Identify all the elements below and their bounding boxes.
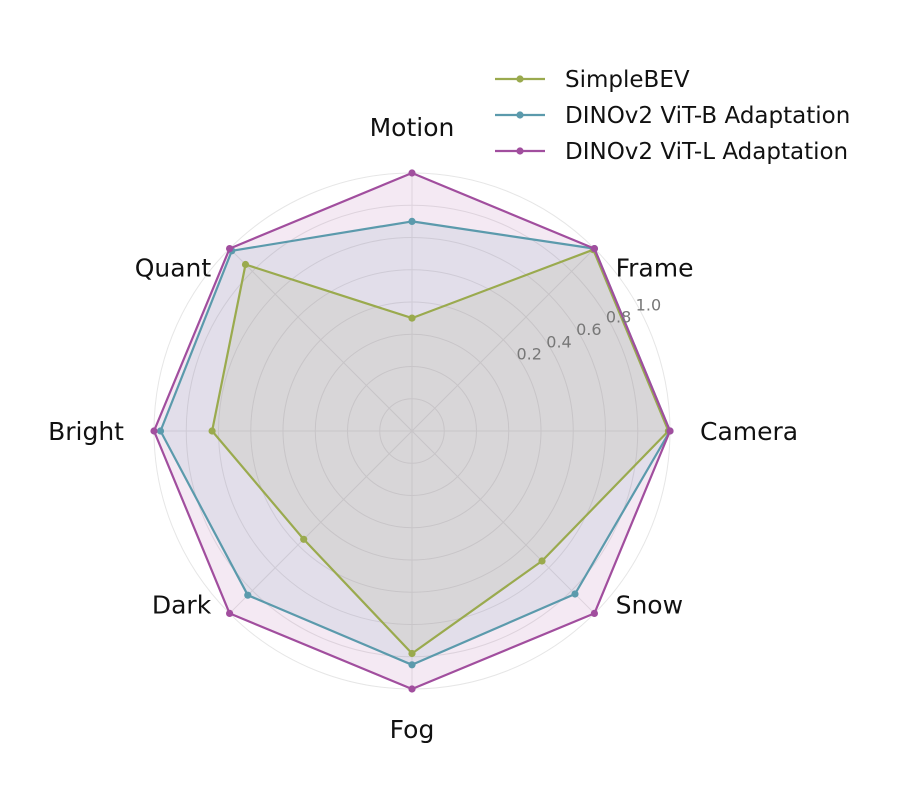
data-point-2-6 bbox=[408, 685, 416, 693]
data-point-2-7 bbox=[590, 609, 599, 618]
data-point-2-1 bbox=[590, 245, 599, 253]
legend-label-0: SimpleBEV bbox=[565, 67, 690, 93]
series-fill-0 bbox=[212, 249, 669, 654]
data-point-0-6 bbox=[408, 649, 416, 658]
data-point-0-3 bbox=[241, 260, 250, 269]
data-point-0-2 bbox=[408, 314, 416, 322]
grid-spoke bbox=[229, 248, 413, 432]
tick-label: 1.0 bbox=[636, 295, 661, 314]
axis-label-frame: Frame bbox=[616, 254, 694, 283]
data-point-1-7 bbox=[571, 590, 579, 598]
grid-spoke bbox=[411, 248, 595, 432]
radial-tick-labels: 0.2 0.4 0.6 0.8 1.0 bbox=[516, 295, 661, 363]
data-point-1-4 bbox=[156, 427, 165, 435]
axis-label-snow: Snow bbox=[616, 590, 683, 619]
legend: SimpleBEV DINOv2 ViT-B Adaptation DINOv2 V… bbox=[495, 67, 850, 165]
legend-label-1: DINOv2 ViT-B Adaptation bbox=[565, 103, 850, 129]
axis-label-camera: Camera bbox=[700, 417, 798, 446]
axis-label-bright: Bright bbox=[48, 417, 124, 446]
legend-marker-1 bbox=[516, 111, 524, 119]
data-point-2-4 bbox=[150, 427, 158, 435]
data-point-1-6 bbox=[408, 661, 416, 669]
legend-marker-2 bbox=[516, 147, 524, 155]
tick-label: 0.6 bbox=[576, 320, 601, 339]
tick-label: 0.2 bbox=[516, 345, 541, 364]
legend-marker-0 bbox=[516, 75, 524, 83]
data-point-0-7 bbox=[538, 557, 546, 565]
series-fill-1 bbox=[160, 221, 670, 665]
legend-label-2: DINOv2 ViT-L Adaptation bbox=[565, 139, 848, 165]
data-point-2-2 bbox=[408, 169, 416, 177]
axis-labels: Camera Frame Motion Quant Bright Dark Fog Snow bbox=[48, 113, 798, 744]
data-point-1-2 bbox=[408, 217, 416, 225]
axis-label-dark: Dark bbox=[152, 590, 212, 619]
data-point-0-4 bbox=[208, 427, 216, 435]
grid-spoke bbox=[229, 430, 413, 614]
tick-label: 0.8 bbox=[606, 308, 631, 327]
data-point-0-5 bbox=[300, 535, 308, 543]
series-polygons bbox=[150, 169, 674, 693]
tick-label: 0.4 bbox=[546, 332, 571, 351]
axis-label-quant: Quant bbox=[135, 254, 212, 283]
axis-label-fog: Fog bbox=[390, 715, 435, 744]
data-point-2-0 bbox=[666, 427, 674, 435]
axis-label-motion: Motion bbox=[370, 113, 455, 142]
data-point-2-5 bbox=[226, 609, 234, 618]
data-point-1-5 bbox=[244, 591, 252, 599]
grid-spoke bbox=[411, 430, 595, 614]
data-point-2-3 bbox=[226, 245, 234, 253]
